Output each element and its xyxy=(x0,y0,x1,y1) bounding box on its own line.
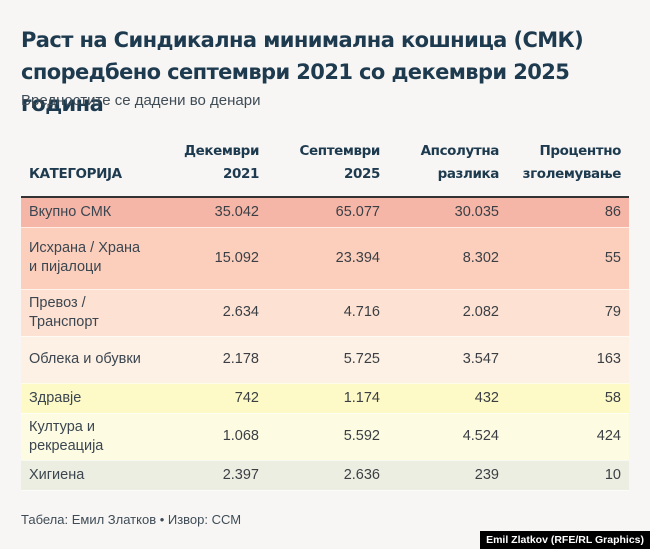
cell-diff: 8.302 xyxy=(462,249,499,266)
cell-sep2025: 5.592 xyxy=(343,428,380,444)
cell-category: Култура и рекреација xyxy=(29,418,104,454)
data-table: КАТЕГОРИЈА Декември 2021 Септември 2025 Ап… xyxy=(21,140,629,491)
column-header-category: КАТЕГОРИЈА xyxy=(21,140,149,198)
cell-category: Вкупно СМК xyxy=(29,203,112,220)
cell-dec2021: 35.042 xyxy=(214,203,259,220)
cell-pct: 55 xyxy=(604,249,621,266)
cell-pct: 10 xyxy=(604,466,621,483)
cell-category: Хигиена xyxy=(29,466,85,483)
column-header-pct: Процентно зголемување xyxy=(507,140,629,198)
cell-diff: 432 xyxy=(474,389,499,406)
cell-pct: 58 xyxy=(604,389,621,406)
cell-dec2021: 2.397 xyxy=(222,466,259,483)
cell-dec2021: 15.092 xyxy=(214,249,259,266)
table-row: Облека и обувки 2.178 5.725 3.547 163 xyxy=(21,336,629,383)
cell-diff: 30.035 xyxy=(454,203,499,220)
cell-pct: 86 xyxy=(604,203,621,220)
source-note: Табела: Емил Златков • Извор: ССМ xyxy=(21,512,242,527)
page-title: Раст на Синдикална минимална кошница (СМ… xyxy=(21,28,584,116)
subtitle: Вредностите се дадени во денари xyxy=(21,92,261,109)
cell-sep2025: 2.636 xyxy=(343,466,380,483)
table-row: Исхрана / Храна и пијалоци 15.092 23.394 8.… xyxy=(21,227,629,289)
cell-sep2025: 23.394 xyxy=(335,249,380,266)
cell-pct: 424 xyxy=(596,428,621,444)
cell-dec2021: 2.178 xyxy=(222,351,259,367)
cell-category: Исхрана / Храна и пијалоци xyxy=(29,240,141,275)
cell-diff: 4.524 xyxy=(462,428,499,444)
cell-sep2025: 1.174 xyxy=(343,389,380,406)
cell-category: Облека и обувки xyxy=(29,351,141,367)
cell-category: Здравје xyxy=(29,389,82,406)
table-row: Вкупно СМК 35.042 65.077 30.035 86 xyxy=(21,197,629,227)
cell-sep2025: 4.716 xyxy=(343,304,380,320)
credit-badge: Emil Zlatkov (RFE/RL Graphics) xyxy=(480,531,650,549)
cell-sep2025: 65.077 xyxy=(335,203,380,220)
cell-diff: 239 xyxy=(474,466,499,483)
cell-sep2025: 5.725 xyxy=(343,351,380,367)
cell-dec2021: 1.068 xyxy=(222,428,259,444)
header-row: КАТЕГОРИЈА Декември 2021 Септември 2025 Ап… xyxy=(21,140,629,198)
cell-dec2021: 2.634 xyxy=(222,304,259,320)
table-row: Култура и рекреација 1.068 5.592 4.524 424 xyxy=(21,413,629,460)
cell-diff: 3.547 xyxy=(462,351,499,367)
cell-pct: 79 xyxy=(604,304,621,320)
column-header-dec2021: Декември 2021 xyxy=(149,140,267,198)
column-header-sep2025: Септември 2025 xyxy=(267,140,388,198)
table-row: Здравје 742 1.174 432 58 xyxy=(21,383,629,413)
cell-diff: 2.082 xyxy=(462,304,499,320)
table-row: Превоз / Транспорт 2.634 4.716 2.082 79 xyxy=(21,289,629,336)
table-row: Хигиена 2.397 2.636 239 10 xyxy=(21,460,629,490)
cell-pct: 163 xyxy=(596,351,621,367)
cell-dec2021: 742 xyxy=(234,389,259,406)
cell-category: Превоз / Транспорт xyxy=(29,294,99,330)
column-header-diff: Апсолутна разлика xyxy=(388,140,507,198)
